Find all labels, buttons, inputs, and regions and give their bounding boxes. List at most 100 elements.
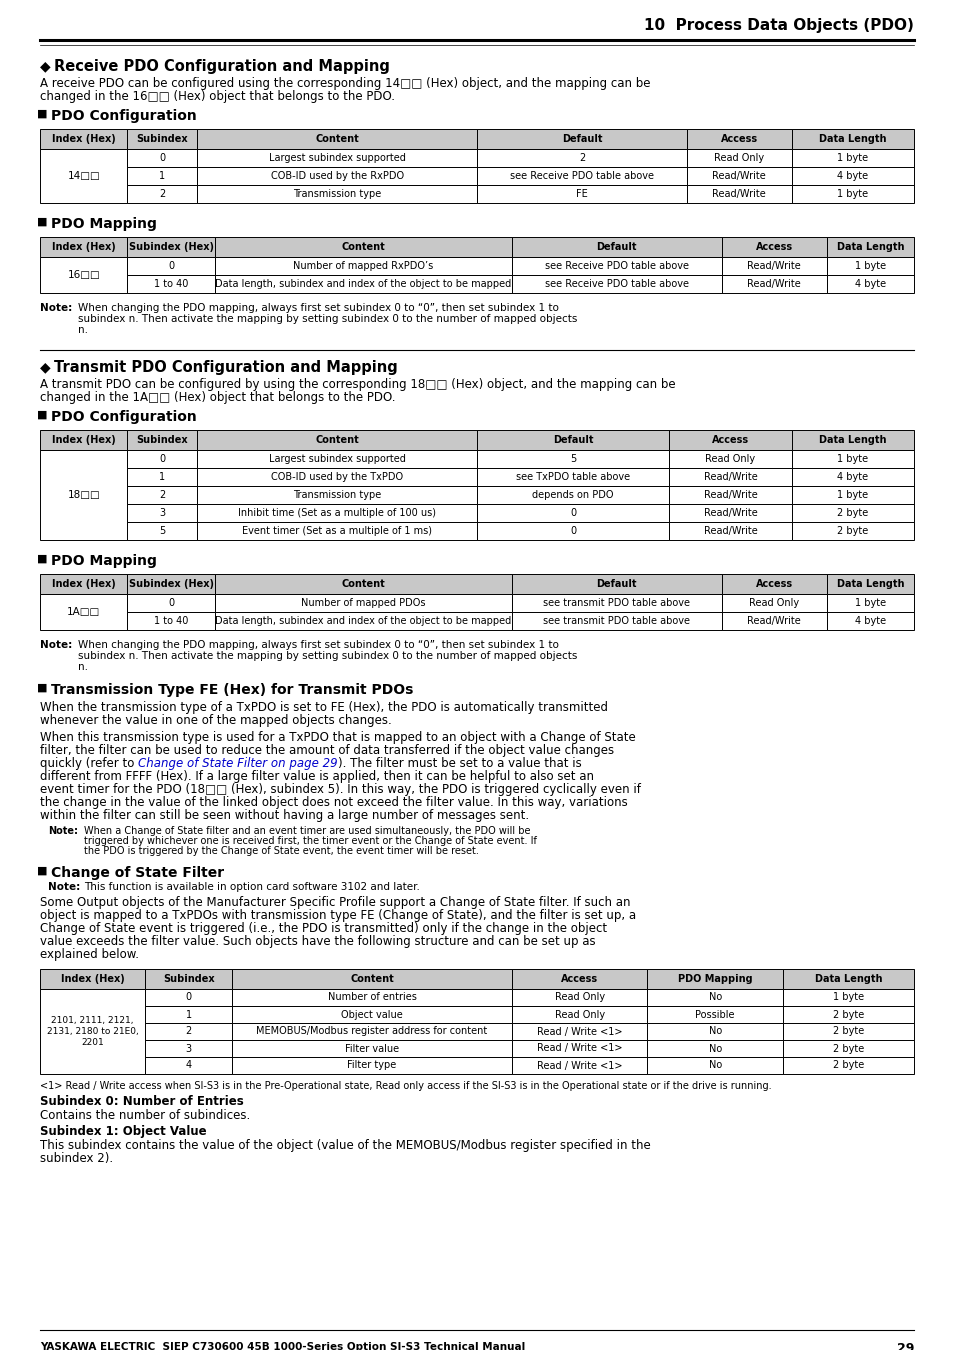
Bar [512,594,721,612]
Text: PDO Configuration: PDO Configuration [51,410,196,424]
Text: Note:: Note: [40,302,72,313]
Bar [476,450,669,468]
Text: Read Only: Read Only [704,454,755,464]
Text: PDO Mapping: PDO Mapping [51,554,156,568]
Bar [669,450,791,468]
Text: 2 byte: 2 byte [832,1044,863,1053]
Text: 3: 3 [159,508,165,518]
Text: see transmit PDO table above: see transmit PDO table above [543,616,690,626]
Text: 0: 0 [570,526,576,536]
Bar [476,185,686,202]
Bar [232,1040,512,1057]
Text: Largest subindex supported: Largest subindex supported [269,153,405,163]
Text: Read Only: Read Only [554,1010,604,1019]
Text: 2 byte: 2 byte [832,1026,863,1037]
Bar [791,130,913,148]
Text: 4 byte: 4 byte [837,472,867,482]
Bar [686,148,791,167]
Text: see TxPDO table above: see TxPDO table above [516,472,630,482]
Text: Content: Content [314,435,358,446]
Bar [669,468,791,486]
Bar [197,185,476,202]
Text: Read/Write: Read/Write [703,526,757,536]
Bar [128,130,197,148]
Text: 16□□: 16□□ [68,270,100,279]
Text: 0: 0 [570,508,576,518]
Text: 10  Process Data Objects (PDO): 10 Process Data Objects (PDO) [643,18,913,32]
Bar [782,990,913,1006]
Text: 2 byte: 2 byte [832,1061,863,1071]
Text: Data length, subindex and index of the object to be mapped: Data length, subindex and index of the o… [215,279,511,289]
Bar [791,468,913,486]
Text: Subindex: Subindex [136,134,188,144]
Text: event timer for the PDO (18□□ (Hex), subindex 5). In this way, the PDO is trigge: event timer for the PDO (18□□ (Hex), sub… [40,783,640,796]
Text: Inhibit time (Set as a multiple of 100 us): Inhibit time (Set as a multiple of 100 u… [238,508,436,518]
Bar [214,612,512,630]
Bar [825,594,913,612]
Text: Access: Access [755,579,792,589]
Bar [825,256,913,275]
Text: ■: ■ [37,554,48,564]
Text: Number of mapped RxPDO’s: Number of mapped RxPDO’s [293,261,433,271]
Text: subindex 2).: subindex 2). [40,1152,113,1165]
Bar [791,504,913,522]
Text: 2: 2 [578,153,584,163]
Text: When this transmission type is used for a TxPDO that is mapped to an object with: When this transmission type is used for … [40,730,635,744]
Bar [145,969,232,990]
Bar [825,612,913,630]
Text: Index (Hex): Index (Hex) [51,435,115,446]
Bar [197,450,476,468]
Bar [214,238,512,256]
Text: A receive PDO can be configured using the corresponding 14□□ (Hex) object, and t: A receive PDO can be configured using th… [40,77,650,90]
Text: 2 byte: 2 byte [837,508,867,518]
Bar [128,504,197,522]
Text: 2131, 2180 to 21E0,: 2131, 2180 to 21E0, [47,1027,138,1035]
Text: 1 byte: 1 byte [837,153,867,163]
Text: 0: 0 [185,992,192,1003]
Bar [791,431,913,450]
Text: Transmission Type FE (Hex) for Transmit PDOs: Transmission Type FE (Hex) for Transmit … [51,683,413,697]
Bar [197,167,476,185]
Bar [40,256,128,293]
Text: Read/Write: Read/Write [712,189,765,198]
Text: Data Length: Data Length [814,973,882,984]
Bar [512,1040,647,1057]
Text: 2: 2 [159,189,165,198]
Text: No: No [708,992,721,1003]
Bar [782,1040,913,1057]
Text: Event timer (Set as a multiple of 1 ms): Event timer (Set as a multiple of 1 ms) [242,526,432,536]
Bar [647,990,782,1006]
Bar [476,468,669,486]
Text: ■: ■ [37,217,48,227]
Bar [721,275,825,293]
Text: Content: Content [341,579,385,589]
Bar [214,256,512,275]
Bar [214,275,512,293]
Bar [721,594,825,612]
Bar [232,969,512,990]
Text: 1 byte: 1 byte [837,490,867,500]
Text: ■: ■ [37,865,48,876]
Bar [721,256,825,275]
Text: different from FFFF (Hex). If a large filter value is applied, then it can be he: different from FFFF (Hex). If a large fi… [40,769,594,783]
Text: Subindex 1: Object Value: Subindex 1: Object Value [40,1125,207,1138]
Bar [214,594,512,612]
Text: triggered by whichever one is received first, the timer event or the Change of S: triggered by whichever one is received f… [84,836,537,846]
Bar [721,238,825,256]
Bar [476,130,686,148]
Bar [512,969,647,990]
Text: 0: 0 [168,261,174,271]
Text: 3: 3 [185,1044,192,1053]
Text: When a Change of State filter and an event timer are used simultaneously, the PD: When a Change of State filter and an eve… [84,826,530,836]
Bar [128,574,214,594]
Text: Note:: Note: [40,640,72,649]
Text: Content: Content [350,973,394,984]
Bar [476,167,686,185]
Text: This function is available in option card software 3102 and later.: This function is available in option car… [84,882,419,892]
Text: No: No [708,1044,721,1053]
Text: Number of mapped PDOs: Number of mapped PDOs [301,598,425,608]
Bar [40,990,145,1075]
Bar [197,486,476,504]
Text: see Receive PDO table above: see Receive PDO table above [509,171,653,181]
Text: Transmission type: Transmission type [293,490,381,500]
